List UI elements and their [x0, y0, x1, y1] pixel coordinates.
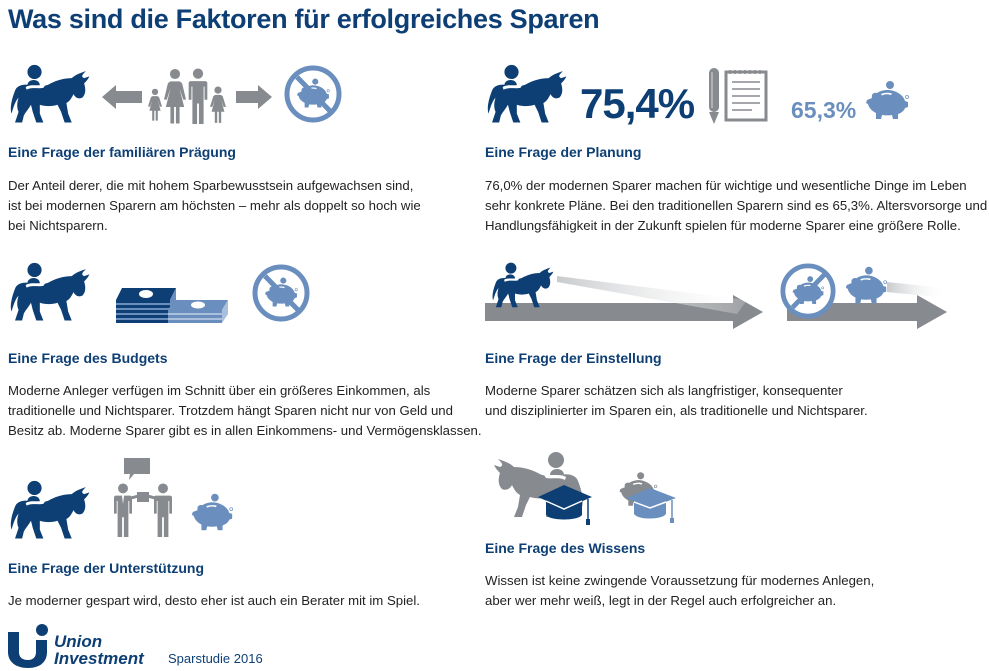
piggy-bank-icon — [862, 78, 912, 122]
section-body: Moderne Anleger verfügen im Schnitt über… — [8, 383, 482, 438]
bull-icon — [490, 262, 562, 310]
section-heading: Eine Frage der Unterstützung — [8, 560, 205, 576]
section-heading: Eine Frage des Budgets — [8, 350, 168, 366]
section-heading: Eine Frage der familiären Prägung — [8, 144, 236, 160]
arrow-left-icon — [102, 85, 142, 109]
traditional-savers-percentage: 65,3% — [791, 97, 857, 123]
piggy-bank-graduate-icon — [616, 468, 676, 523]
section-body: Wissen ist keine zwingende Voraussetzung… — [485, 573, 875, 608]
logo-line-union: Union — [54, 632, 103, 651]
no-piggy-bank-icon — [284, 65, 342, 123]
advisor-conversation-icon — [112, 458, 174, 538]
bull-icon — [8, 262, 100, 324]
bull-icon — [8, 64, 100, 126]
bull-icon — [8, 480, 100, 542]
section-body: 76,0% der modernen Sparer machen für wic… — [485, 178, 988, 233]
union-investment-logo-icon — [8, 624, 48, 668]
logo-line-investment: Investment — [54, 649, 144, 668]
piggy-bank-icon — [188, 490, 236, 534]
no-piggy-bank-icon — [780, 263, 836, 319]
pen-icon — [709, 68, 719, 124]
arrow-right-icon — [236, 85, 272, 109]
section-body: Moderne Sparer schätzen sich als langfri… — [485, 383, 868, 418]
section-heading: Eine Frage der Planung — [485, 144, 642, 160]
section-heading: Eine Frage der Einstellung — [485, 350, 662, 366]
light-beam — [887, 282, 947, 298]
family-icon — [148, 68, 226, 124]
study-label: Sparstudie 2016 — [168, 651, 263, 666]
bull-icon — [485, 64, 577, 126]
piggy-bank-icon — [842, 262, 890, 308]
page-title: Was sind die Faktoren für erfolgreiches … — [8, 4, 600, 34]
light-beam — [557, 276, 747, 314]
section-heading: Eine Frage des Wissens — [485, 540, 646, 556]
money-stack-small-icon — [168, 300, 228, 323]
money-stack-large-icon — [116, 288, 176, 323]
section-body: Der Anteil derer, die mit hohem Sparbewu… — [8, 178, 421, 233]
notepad-icon — [724, 70, 768, 122]
no-piggy-bank-icon — [252, 264, 310, 322]
bull-graduate-icon — [484, 451, 592, 525]
section-body: Je moderner gespart wird, desto eher ist… — [8, 593, 420, 608]
modern-savers-percentage: 75,4% — [580, 80, 695, 127]
